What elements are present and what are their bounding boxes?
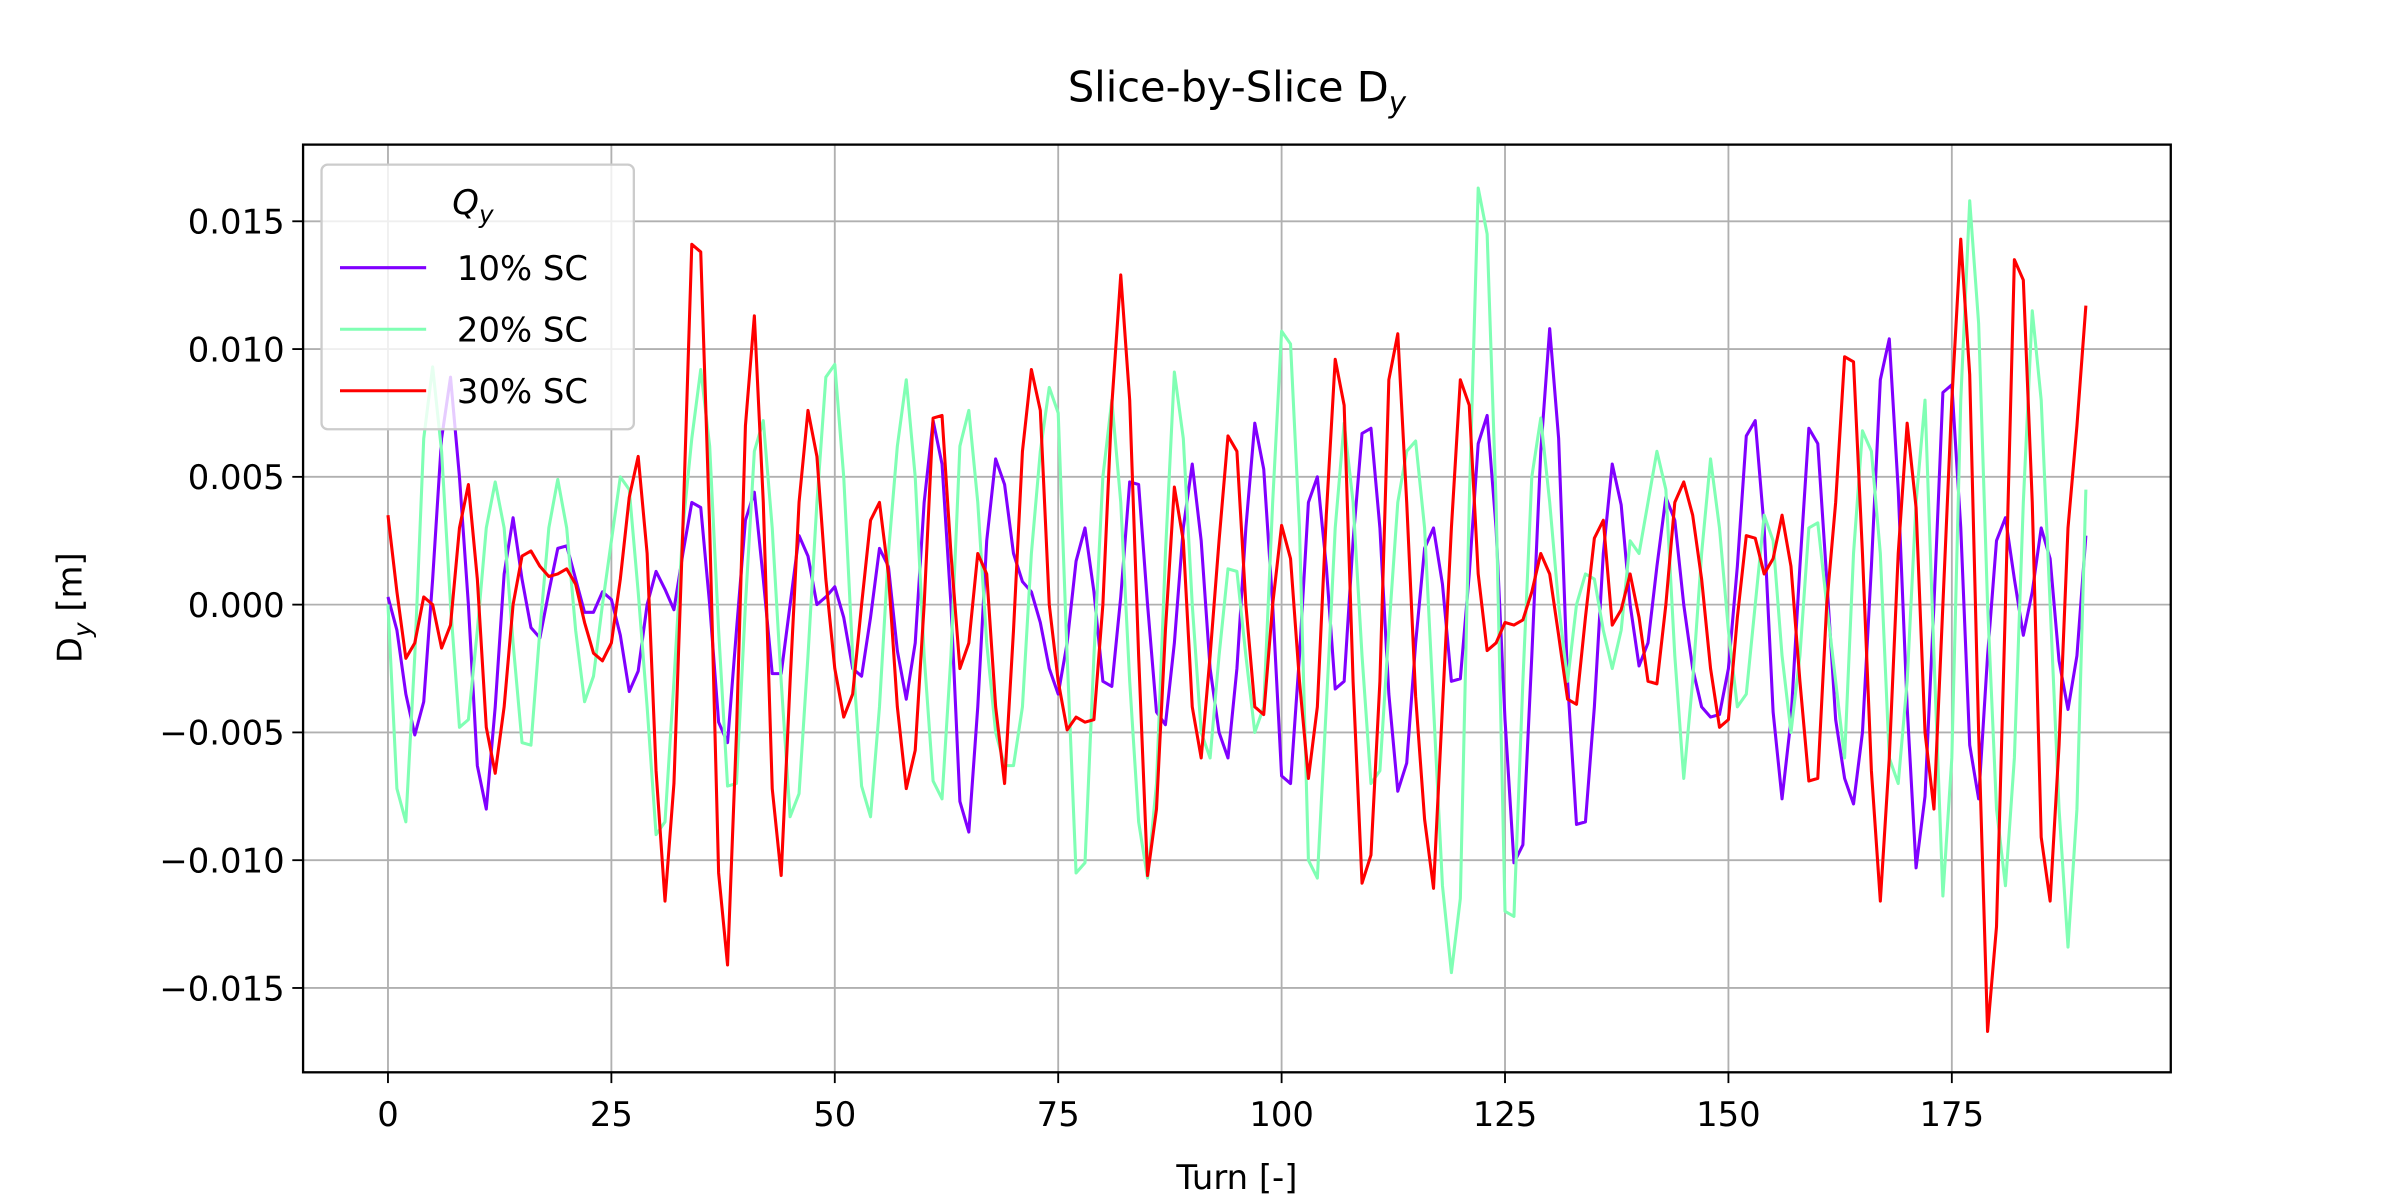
ylabel-subscript: y [68,622,97,638]
x-tick-label: 50 [813,1095,856,1134]
y-tick-label: 0.010 [188,330,285,369]
y-tick-label: 0.015 [188,203,285,242]
series-line [386,186,2088,975]
legend-title: Qy [452,183,494,229]
legend-title-subscript: y [478,200,494,229]
ylabel-suffix: [m] [51,552,90,622]
legend-title-text: Q [452,183,479,222]
legend-box [320,163,635,431]
y-tick-label: −0.015 [159,969,284,1008]
legend-label: 10% SC [457,249,588,288]
x-tick-label: 150 [1696,1095,1761,1134]
x-tick-label: 75 [1037,1095,1080,1134]
legend-label: 30% SC [457,372,588,411]
series-line [386,237,2088,1033]
series-line [386,327,2088,870]
y-tick-label: −0.005 [159,714,284,753]
x-tick-label: 25 [590,1095,633,1134]
title-text: Slice-by-Slice D [1068,63,1389,112]
x-tick-label: 100 [1249,1095,1314,1134]
y-axis-label: Dy [m] [51,552,97,663]
plot-frame [301,143,2172,1074]
y-tick-label: 0.000 [188,586,285,625]
y-tick-label: 0.005 [188,458,285,497]
x-axis-label: Turn [-] [1175,1158,1297,1197]
y-tick-label: −0.010 [159,841,284,880]
chart-title: Slice-by-Slice Dy [1068,63,1407,120]
x-tick-label: 125 [1473,1095,1538,1134]
x-tick-label: 175 [1920,1095,1985,1134]
title-subscript: y [1388,85,1407,119]
legend: Qy 10% SC 20% SC 30% SC [320,163,635,431]
ylabel-text: D [51,637,90,663]
x-tick-label: 0 [377,1095,399,1134]
legend-label: 20% SC [457,311,588,350]
